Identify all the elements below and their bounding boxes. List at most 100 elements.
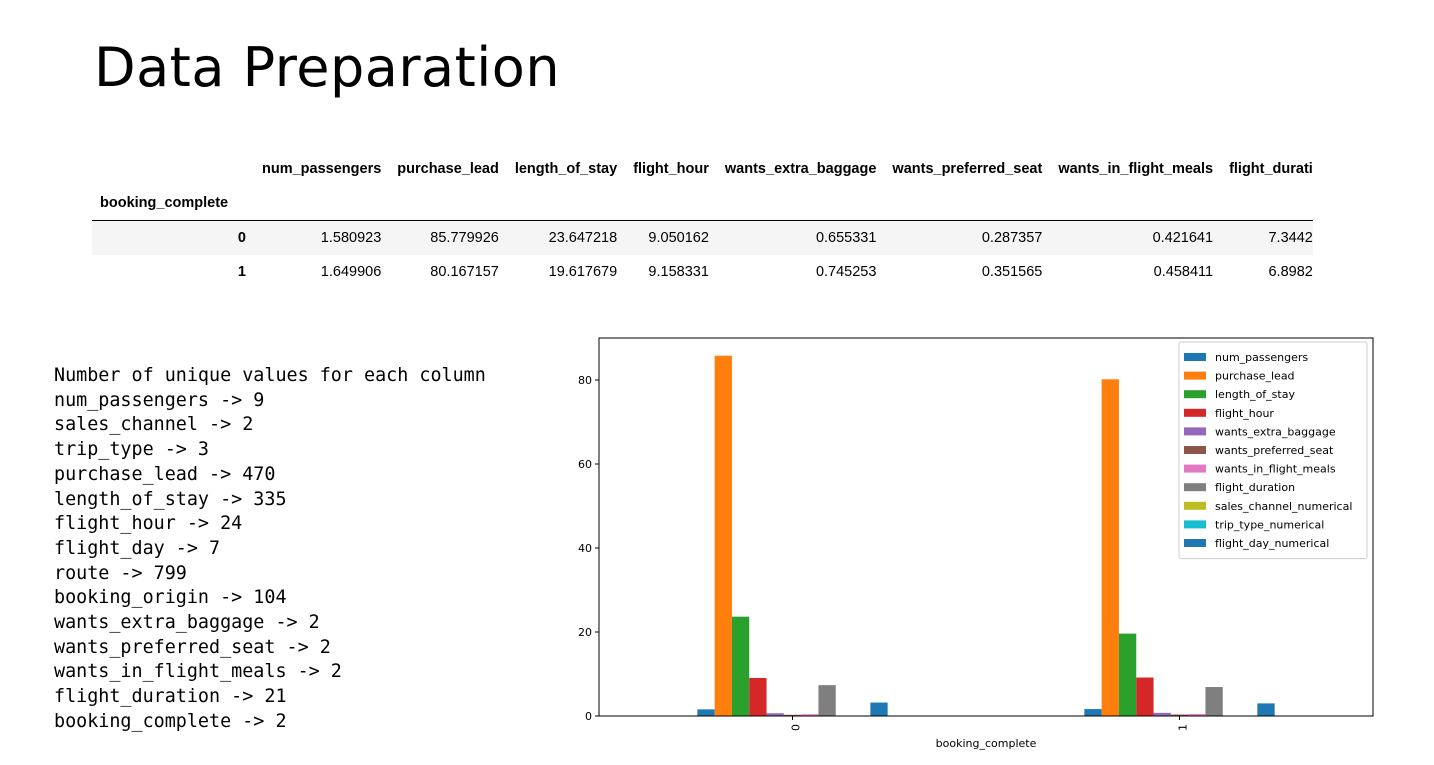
legend-label: length_of_stay bbox=[1215, 388, 1295, 401]
index-header-blank bbox=[92, 152, 246, 186]
legend-swatch bbox=[1184, 408, 1206, 417]
bar bbox=[1084, 709, 1102, 716]
legend-swatch bbox=[1184, 390, 1206, 399]
table-row: 0 1.580923 85.779926 23.647218 9.050162 0.655… bbox=[92, 220, 1313, 255]
legend-box bbox=[1178, 341, 1368, 560]
legend-label: wants_in_flight_meals bbox=[1215, 463, 1336, 476]
table-cell: 1.649906 bbox=[320, 264, 382, 280]
column-header: purchase_lead bbox=[397, 161, 499, 177]
index-row-spacer bbox=[708, 186, 877, 221]
column-header: wants_preferred_seat bbox=[892, 161, 1043, 177]
unique-value-line: sales_channel -> 2 bbox=[54, 414, 254, 436]
legend-swatch bbox=[1184, 446, 1206, 454]
legend-label: wants_extra_baggage bbox=[1215, 425, 1336, 438]
legend-label: flight_day_numerical bbox=[1215, 537, 1329, 550]
legend-label: wants_preferred_seat bbox=[1215, 444, 1334, 457]
unique-value-line: length_of_stay -> 335 bbox=[54, 488, 287, 510]
table-cell: 0.351565 bbox=[981, 264, 1043, 280]
table-cell: 0.458411 bbox=[1153, 264, 1214, 280]
legend-swatch bbox=[1184, 520, 1206, 529]
x-axis-label: booking_complete bbox=[936, 737, 1037, 750]
index-row-spacer bbox=[1213, 186, 1313, 221]
y-tick-label: 20 bbox=[578, 626, 592, 639]
table-cell: 7.3442 bbox=[1268, 230, 1313, 246]
legend-swatch bbox=[1184, 483, 1206, 492]
column-header: wants_extra_baggage bbox=[724, 161, 877, 177]
bar bbox=[731, 616, 750, 716]
bar bbox=[749, 677, 767, 716]
index-row-spacer bbox=[381, 186, 499, 221]
plot-frame bbox=[598, 337, 1374, 717]
unique-value-line: trip_type -> 3 bbox=[54, 439, 210, 461]
table-cell: 80.167157 bbox=[430, 264, 499, 280]
y-tick-label: 60 bbox=[578, 458, 592, 471]
bar bbox=[1257, 703, 1275, 716]
bar bbox=[801, 714, 819, 716]
bar bbox=[1136, 677, 1154, 716]
unique-value-line: flight_day -> 7 bbox=[54, 537, 221, 559]
unique-value-line: booking_complete -> 2 bbox=[54, 710, 287, 732]
unique-value-line: wants_extra_baggage -> 2 bbox=[54, 612, 320, 634]
y-tick-label: 0 bbox=[585, 710, 592, 723]
legend-swatch bbox=[1184, 371, 1206, 380]
unique-values-output: Number of unique values for each column … bbox=[54, 364, 486, 735]
legend-swatch bbox=[1184, 539, 1206, 547]
table-cell: 0.287357 bbox=[981, 230, 1043, 246]
index-name: booking_complete bbox=[92, 186, 246, 221]
table-cell: 1.580923 bbox=[320, 230, 382, 246]
x-tick-label: 0 bbox=[790, 724, 803, 731]
bar bbox=[818, 685, 836, 716]
legend-label: flight_hour bbox=[1215, 407, 1274, 420]
legend-swatch bbox=[1184, 464, 1206, 473]
bar bbox=[1205, 687, 1223, 716]
table-cell: 6.8982 bbox=[1268, 264, 1313, 280]
column-header: wants_in_flight_meals bbox=[1058, 161, 1214, 177]
table-cell: 9.050162 bbox=[648, 230, 709, 246]
x-tick-label: 1 bbox=[1177, 724, 1190, 731]
y-tick-label: 80 bbox=[578, 374, 592, 387]
legend-label: flight_duration bbox=[1215, 481, 1295, 494]
y-tick-label: 40 bbox=[578, 542, 592, 555]
table-cell: 0.745253 bbox=[815, 264, 877, 280]
column-header: num_passengers bbox=[262, 161, 382, 177]
bar bbox=[697, 709, 715, 716]
unique-value-line: wants_in_flight_meals -> 2 bbox=[54, 661, 342, 683]
bar bbox=[1153, 712, 1171, 716]
bar bbox=[1101, 379, 1119, 716]
bar bbox=[766, 713, 784, 716]
table-cell: 19.617679 bbox=[548, 264, 618, 280]
legend-label: purchase_lead bbox=[1215, 370, 1295, 383]
index-row-spacer bbox=[246, 186, 382, 221]
legend-label: num_passengers bbox=[1215, 351, 1308, 364]
column-header: flight_durati bbox=[1229, 161, 1313, 177]
dataframe-table: num_passengers purchase_lead length_of_sta… bbox=[92, 152, 1380, 292]
table-header-row: num_passengers purchase_lead length_of_sta… bbox=[92, 152, 1313, 186]
table-cell: 23.647218 bbox=[548, 230, 618, 246]
column-header: length_of_stay bbox=[514, 161, 618, 177]
bar bbox=[1170, 714, 1189, 716]
index-row-spacer bbox=[617, 186, 709, 221]
bar bbox=[870, 702, 888, 716]
unique-value-line: wants_preferred_seat -> 2 bbox=[54, 636, 331, 658]
unique-values-heading: Number of unique values for each column bbox=[54, 365, 486, 386]
index-row-spacer bbox=[876, 186, 1043, 221]
unique-value-line: flight_duration -> 21 bbox=[54, 686, 287, 708]
bar bbox=[1188, 714, 1206, 716]
unique-value-line: num_passengers -> 9 bbox=[54, 389, 265, 411]
column-header: flight_hour bbox=[633, 161, 709, 177]
index-row-spacer bbox=[498, 186, 618, 221]
table-cell: 0.421641 bbox=[1152, 230, 1214, 246]
row-index: 0 bbox=[237, 230, 246, 246]
table-cell: 9.158331 bbox=[648, 264, 709, 280]
bar bbox=[783, 714, 802, 716]
unique-value-line: purchase_lead -> 470 bbox=[54, 463, 276, 485]
legend-label: sales_channel_numerical bbox=[1215, 500, 1352, 513]
bar-chart: 0 20 40 60 80 0 1 booking_complete num_passenger… bbox=[578, 337, 1374, 750]
row-index: 1 bbox=[237, 264, 246, 280]
unique-value-line: booking_origin -> 104 bbox=[54, 587, 287, 609]
index-row-spacer bbox=[1042, 186, 1214, 221]
legend-swatch bbox=[1184, 427, 1206, 436]
bar bbox=[714, 355, 732, 716]
index-name-row: booking_complete bbox=[92, 186, 1313, 221]
table-row: 1 1.649906 80.167157 19.617679 9.158331 0.745… bbox=[92, 255, 1313, 289]
